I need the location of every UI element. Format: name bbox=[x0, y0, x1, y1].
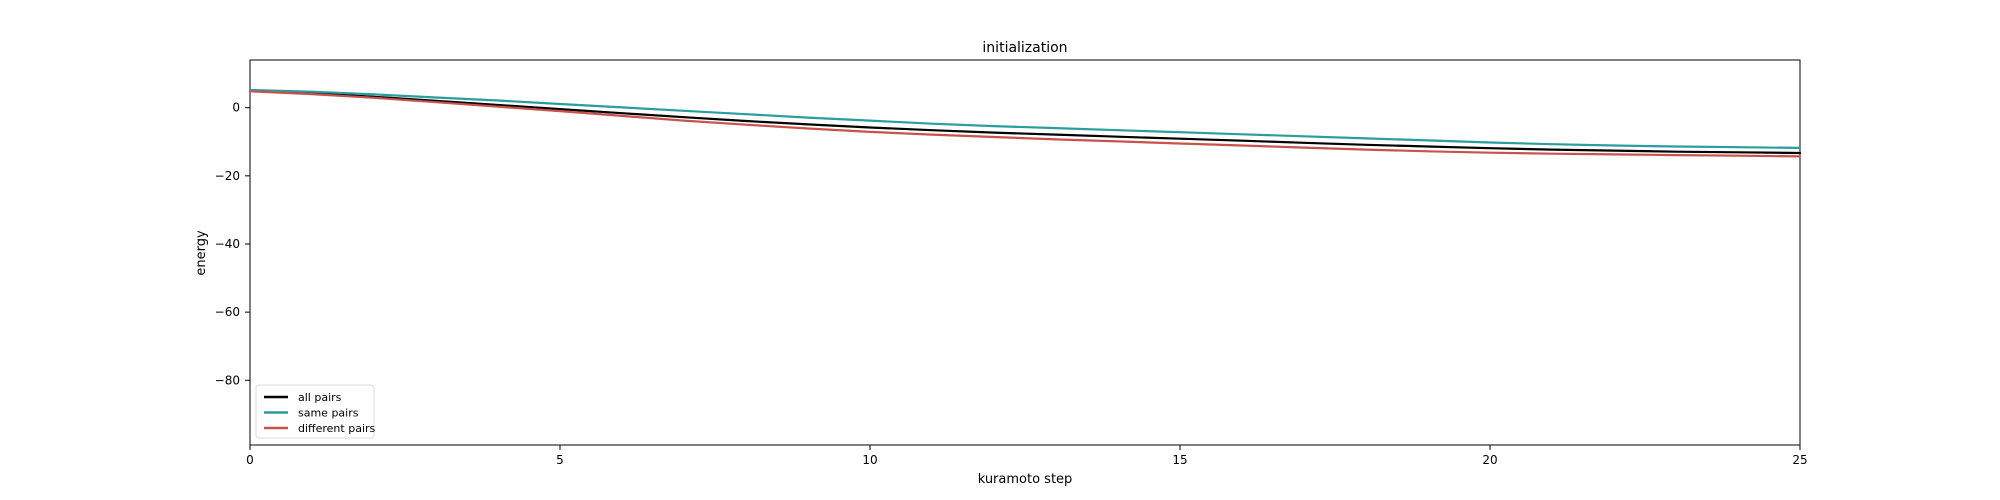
x-tick-label: 10 bbox=[862, 453, 877, 467]
series-line-same-pairs bbox=[248, 88, 1802, 149]
legend-entry-label: all pairs bbox=[298, 391, 342, 404]
x-tick-label: 5 bbox=[556, 453, 564, 467]
legend-entry-label: same pairs bbox=[298, 407, 359, 420]
x-tick-label: 0 bbox=[246, 453, 254, 467]
legend-entry-label: different pairs bbox=[298, 422, 376, 435]
y-axis-ticks: 0 −20 −40 −60 −80 bbox=[215, 101, 250, 387]
x-axis-label: kuramoto step bbox=[978, 472, 1073, 487]
chart-title: initialization bbox=[982, 40, 1067, 56]
legend: all pairs same pairs different pairs bbox=[255, 384, 376, 439]
series-lines bbox=[248, 88, 1802, 158]
y-tick-label: 0 bbox=[232, 101, 240, 115]
x-tick-label: 25 bbox=[1792, 453, 1807, 467]
y-tick-label: −80 bbox=[215, 373, 240, 387]
plot-area-frame bbox=[249, 59, 1801, 446]
x-tick-label: 20 bbox=[1482, 453, 1497, 467]
series-line-different-pairs bbox=[248, 90, 1802, 158]
series-line-all-pairs bbox=[248, 89, 1802, 155]
x-axis-ticks: 0 5 10 15 20 25 bbox=[246, 445, 1808, 467]
y-tick-label: −20 bbox=[215, 169, 240, 183]
x-tick-label: 15 bbox=[1172, 453, 1187, 467]
y-tick-label: −40 bbox=[215, 237, 240, 251]
y-axis-label: energy bbox=[194, 230, 209, 276]
y-tick-label: −60 bbox=[215, 305, 240, 319]
